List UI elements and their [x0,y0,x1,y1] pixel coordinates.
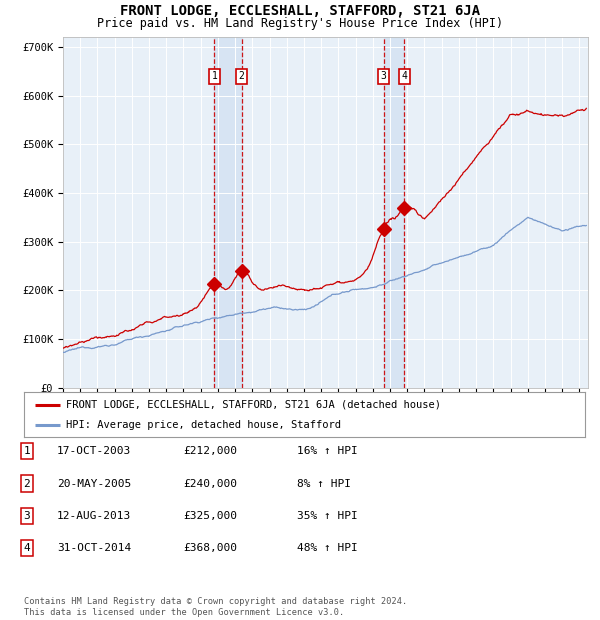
Text: FRONT LODGE, ECCLESHALL, STAFFORD, ST21 6JA (detached house): FRONT LODGE, ECCLESHALL, STAFFORD, ST21 … [66,399,441,410]
Text: £240,000: £240,000 [183,479,237,489]
Text: 35% ↑ HPI: 35% ↑ HPI [297,511,358,521]
Text: 1: 1 [23,446,31,456]
Text: FRONT LODGE, ECCLESHALL, STAFFORD, ST21 6JA: FRONT LODGE, ECCLESHALL, STAFFORD, ST21 … [120,4,480,19]
Text: 48% ↑ HPI: 48% ↑ HPI [297,543,358,553]
Text: 8% ↑ HPI: 8% ↑ HPI [297,479,351,489]
Bar [214,37,242,387]
Text: 2: 2 [23,479,31,489]
Text: 12-AUG-2013: 12-AUG-2013 [57,511,131,521]
Text: 3: 3 [23,511,31,521]
Text: Price paid vs. HM Land Registry's House Price Index (HPI): Price paid vs. HM Land Registry's House … [97,17,503,30]
Text: 4: 4 [401,71,407,81]
Text: £368,000: £368,000 [183,543,237,553]
Text: 31-OCT-2014: 31-OCT-2014 [57,543,131,553]
Text: 16% ↑ HPI: 16% ↑ HPI [297,446,358,456]
Text: £325,000: £325,000 [183,511,237,521]
Text: 17-OCT-2003: 17-OCT-2003 [57,446,131,456]
Text: 20-MAY-2005: 20-MAY-2005 [57,479,131,489]
Text: 3: 3 [380,71,386,81]
Text: 2: 2 [239,71,245,81]
Text: Contains HM Land Registry data © Crown copyright and database right 2024.
This d: Contains HM Land Registry data © Crown c… [24,598,407,617]
Text: 1: 1 [211,71,217,81]
Bar [383,37,404,387]
Text: £212,000: £212,000 [183,446,237,456]
Text: HPI: Average price, detached house, Stafford: HPI: Average price, detached house, Staf… [66,420,341,430]
Text: 4: 4 [23,543,31,553]
